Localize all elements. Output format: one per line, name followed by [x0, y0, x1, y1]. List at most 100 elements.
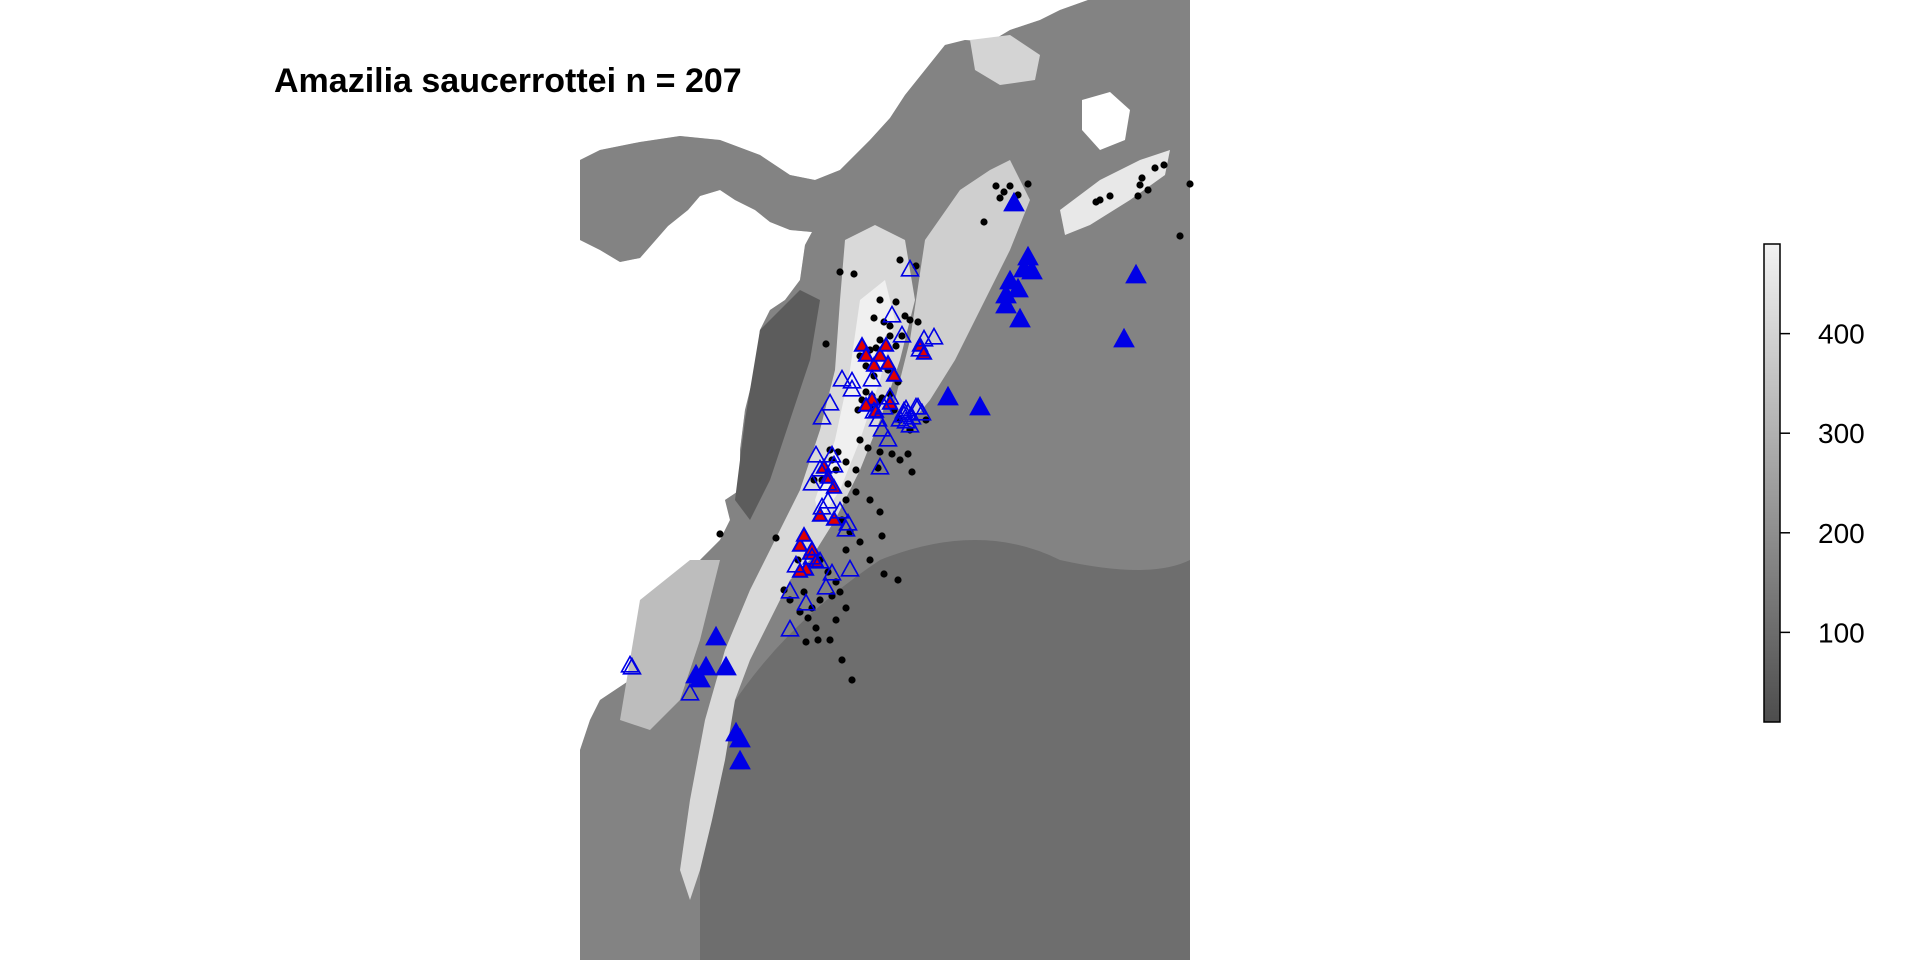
legend-tick-label: 400: [1818, 319, 1865, 350]
sample-triangle-accent: [857, 346, 875, 362]
occurrence-dot: [906, 316, 914, 324]
sample-triangle-accent: [865, 356, 883, 372]
occurrence-dot: [914, 318, 922, 326]
sample-triangle-open: [894, 404, 914, 423]
occurrence-dot: [892, 342, 900, 350]
sample-triangle-accent: [871, 346, 889, 362]
merida-range: [1060, 150, 1170, 235]
occurrence-dot: [856, 538, 864, 546]
sample-triangle-open: [900, 258, 920, 277]
sample-triangle-open: [836, 518, 856, 537]
sample-triangle-open: [882, 304, 902, 323]
occurrence-dot: [1092, 198, 1100, 206]
occurrence-dot: [816, 596, 824, 604]
occurrence-dot: [876, 336, 884, 344]
sample-triangle-filled: [1009, 307, 1031, 328]
sample-triangle-open: [830, 500, 850, 519]
legend-tick-label: 200: [1818, 518, 1865, 549]
occurrence-dot: [852, 466, 860, 474]
occurrence-dot: [1106, 192, 1114, 200]
occurrence-dot: [896, 256, 904, 264]
occurrence-dot: [992, 182, 1000, 190]
andes-eastern-range: [895, 160, 1030, 430]
legend-tick-label: 100: [1818, 617, 1865, 648]
sample-triangle-filled: [1125, 263, 1147, 284]
sample-triangle-open: [842, 378, 862, 397]
sample-triangle-open: [812, 496, 832, 515]
lowland-region: [700, 540, 1190, 960]
occurrence-points: [620, 161, 1194, 770]
sample-triangle-open: [818, 490, 838, 509]
sample-triangle-filled: [937, 385, 959, 406]
sample-triangle-open: [878, 428, 898, 447]
occurrence-dot: [886, 322, 894, 330]
sample-triangle-accent: [879, 354, 897, 370]
occurrence-dot: [848, 676, 856, 684]
sample-triangle-open: [892, 324, 912, 343]
occurrence-dot: [896, 456, 904, 464]
sample-triangle-accent: [857, 396, 875, 412]
occurrence-dot: [804, 614, 812, 622]
sample-triangle-open: [816, 576, 836, 595]
occurrence-dot: [886, 332, 894, 340]
occurrence-dot: [908, 468, 916, 476]
sample-triangle-open: [820, 392, 840, 411]
occurrence-dot: [822, 340, 830, 348]
sample-triangle-open: [862, 368, 882, 387]
occurrence-dot: [836, 268, 844, 276]
occurrence-dot: [842, 604, 850, 612]
occurrence-dot: [1186, 180, 1194, 188]
sample-triangle-open: [810, 550, 830, 569]
occurrence-dot: [716, 530, 724, 538]
occurrence-dot: [888, 450, 896, 458]
occurrence-dot: [850, 270, 858, 278]
map-title: Amazilia saucerrottei n = 207: [274, 62, 742, 100]
occurrence-dot: [1134, 192, 1142, 200]
sample-triangle-open: [874, 396, 894, 415]
sample-triangle-open: [812, 406, 832, 425]
sample-triangle-filled: [969, 395, 991, 416]
sample-triangle-filled: [705, 625, 727, 646]
occurrence-dot: [1138, 174, 1146, 182]
occurrence-dot: [836, 588, 844, 596]
occurrence-dot: [772, 534, 780, 542]
sample-triangle-open: [838, 512, 858, 531]
occurrence-dot: [894, 576, 902, 584]
occurrence-dot: [980, 218, 988, 226]
sample-triangle-open: [818, 472, 838, 491]
sample-triangle-filled: [1003, 191, 1025, 212]
sample-triangle-open: [806, 444, 826, 463]
sample-triangle-open: [912, 402, 932, 421]
occurrence-dot: [1144, 186, 1152, 194]
sample-triangle-open: [786, 554, 806, 573]
occurrence-dot: [904, 450, 912, 458]
sample-triangle-accent: [877, 336, 895, 352]
sample-triangle-filled: [1021, 259, 1043, 280]
occurrence-dot: [1006, 182, 1014, 190]
occurrence-dot: [856, 436, 864, 444]
occurrence-dot: [996, 194, 1004, 202]
occurrence-dot: [812, 624, 820, 632]
occurrence-dot: [780, 586, 788, 594]
sample-triangle-open: [822, 444, 842, 463]
coastal-lowland: [620, 560, 720, 730]
sample-triangle-filled: [715, 655, 737, 676]
sample-triangle-open: [890, 408, 910, 427]
occurrence-dot: [876, 508, 884, 516]
sample-triangle-filled: [735, 760, 745, 770]
occurrence-dot: [876, 448, 884, 456]
occurrence-dot: [901, 312, 909, 320]
sample-triangle-accent: [791, 536, 809, 552]
occurrence-dot: [880, 570, 888, 578]
occurrence-dot: [814, 636, 822, 644]
sample-triangle-open: [868, 408, 888, 427]
occurrence-dot: [842, 496, 850, 504]
sample-triangle-open: [802, 546, 822, 565]
sample-triangle-open: [802, 472, 822, 491]
sample-triangle-filled: [1007, 277, 1029, 298]
occurrence-dot: [1160, 161, 1168, 169]
occurrence-dot: [838, 656, 846, 664]
occurrence-dot: [826, 636, 834, 644]
occurrence-dot: [842, 546, 850, 554]
